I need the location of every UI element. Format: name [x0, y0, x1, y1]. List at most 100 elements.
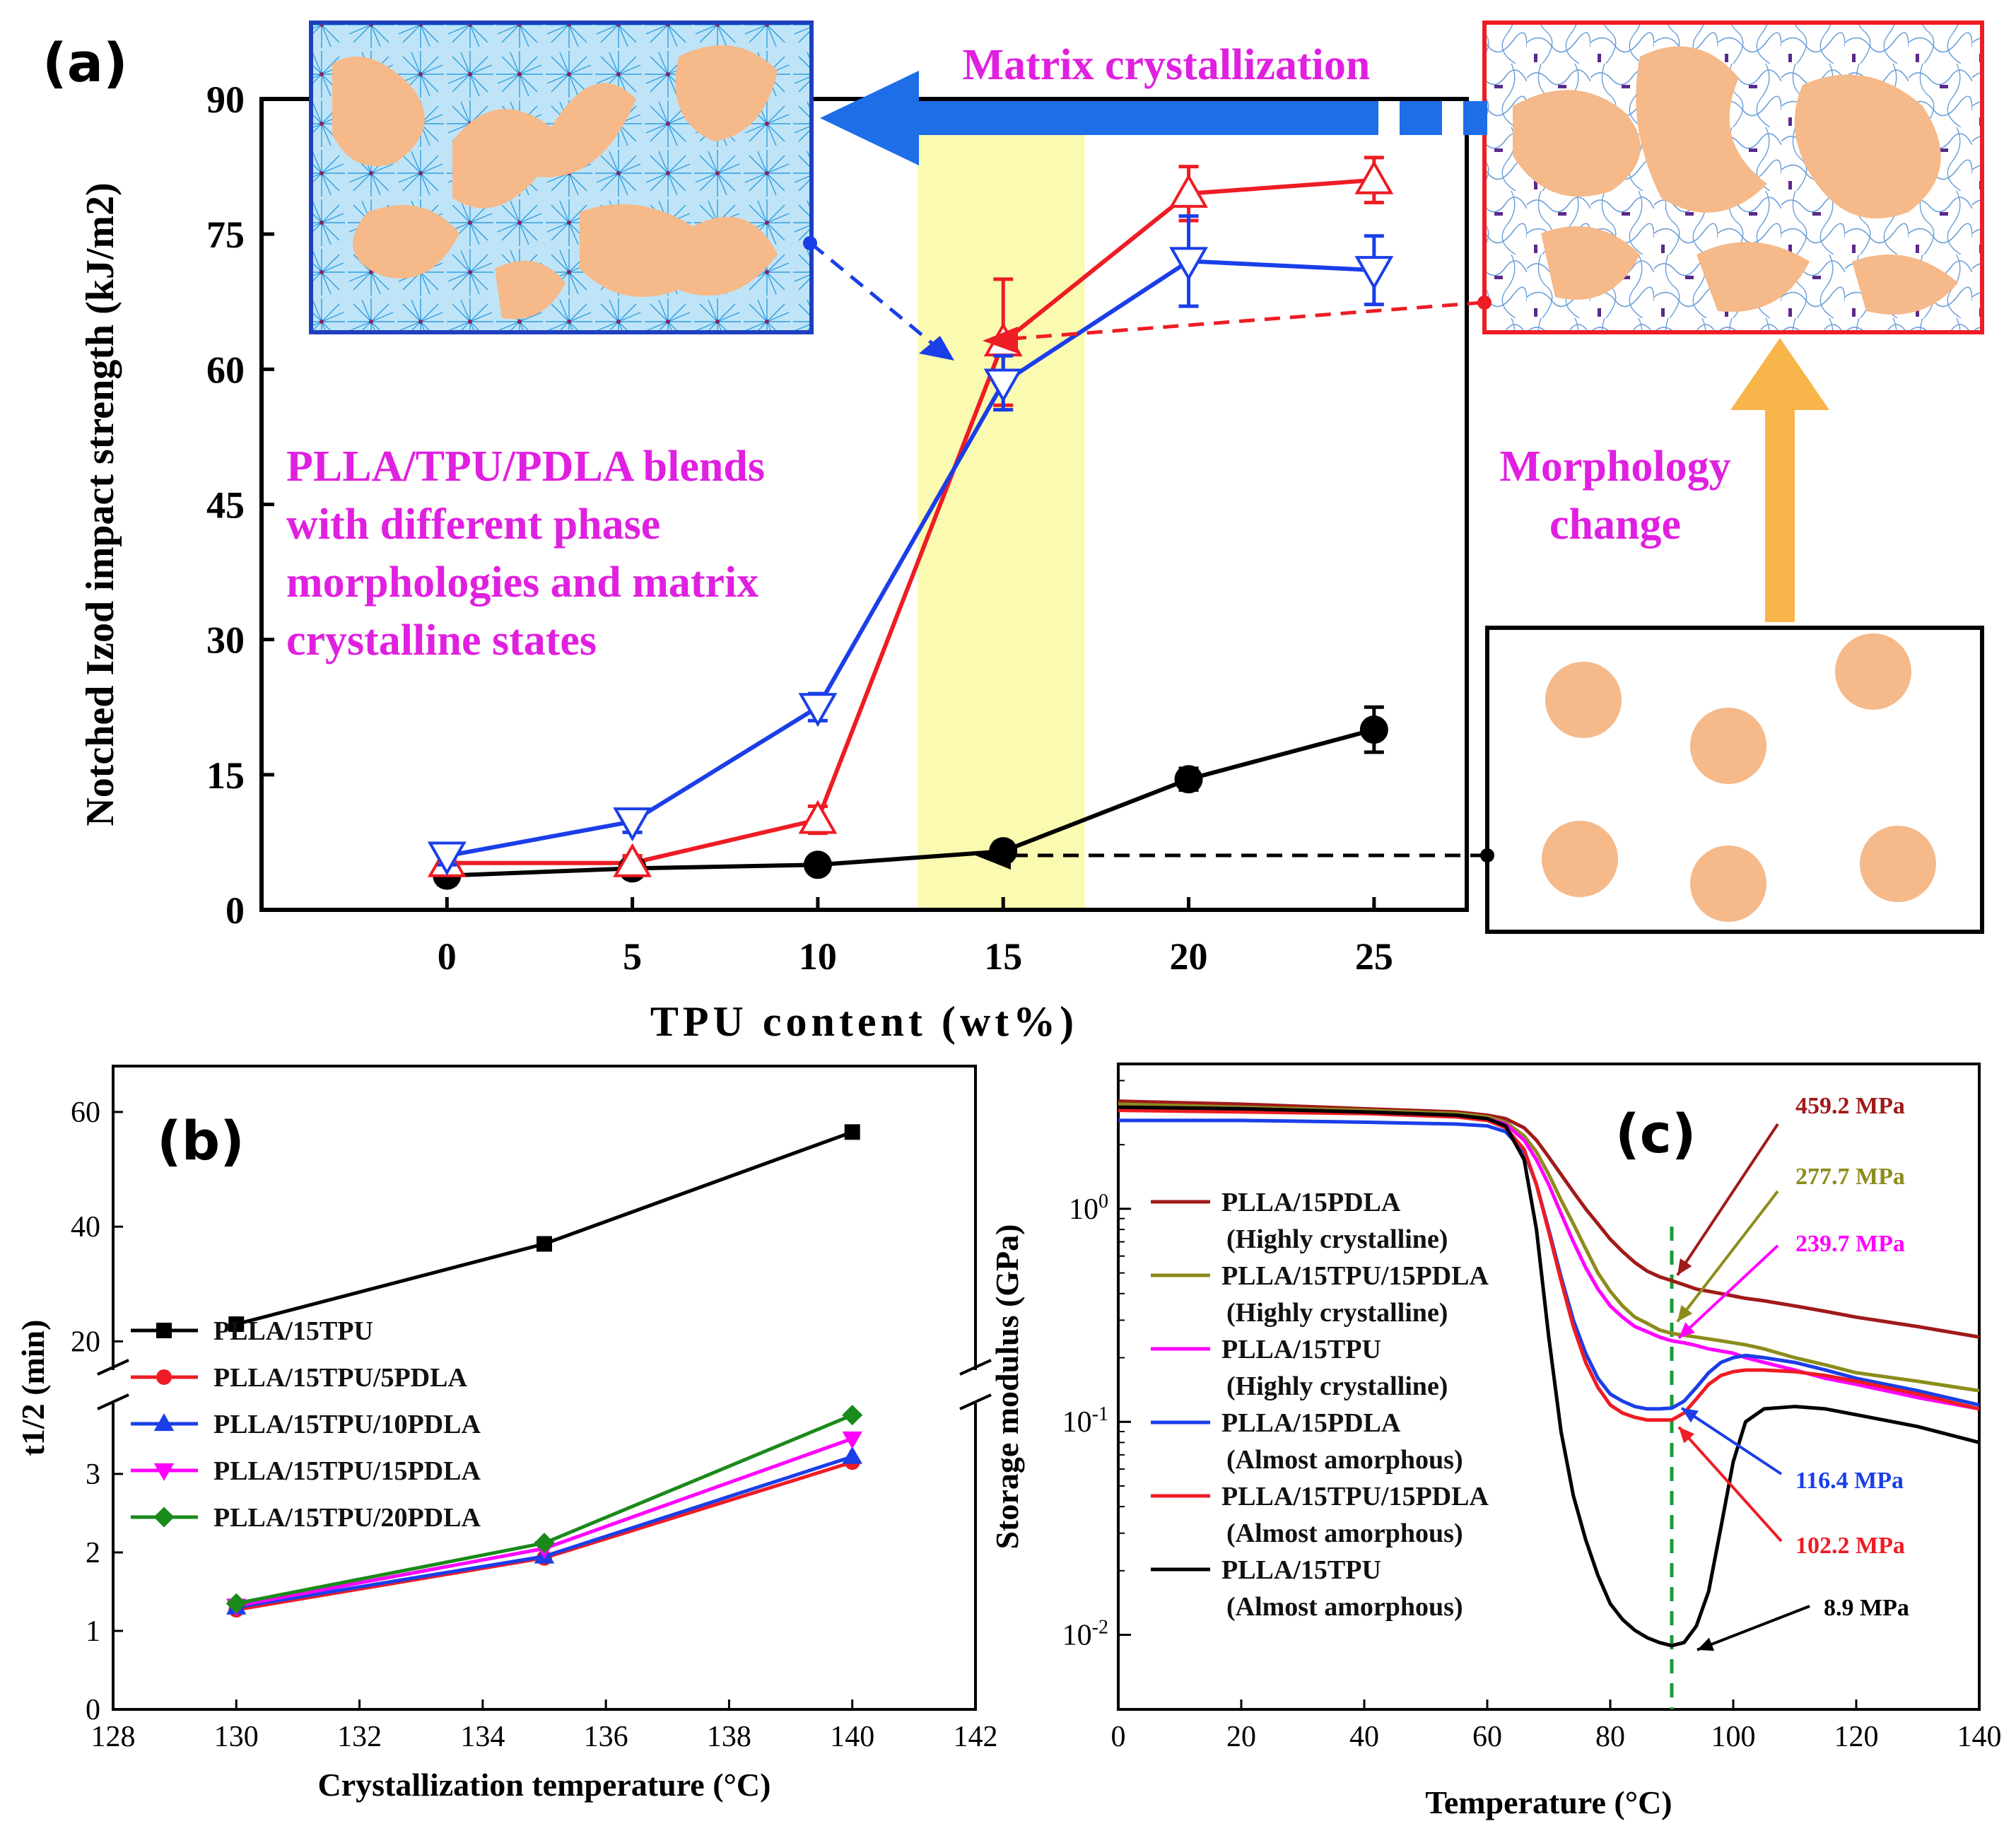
legend-marker [153, 1413, 175, 1432]
tpu-phase-blob [580, 204, 778, 297]
tpu-phase-blob [1636, 46, 1767, 213]
tpu-droplet [1542, 821, 1618, 897]
tpu-phase-blob [1852, 255, 1958, 315]
connector-arrowhead [919, 336, 954, 361]
data-point-black [1174, 765, 1203, 794]
y-axis-title: t1/2 (min) [15, 1320, 51, 1456]
x-tick-label: 142 [954, 1721, 998, 1753]
y-tick-label: 1 [86, 1615, 100, 1648]
x-tick-label: 10 [799, 935, 837, 978]
annotation-arrowhead [1679, 1322, 1695, 1338]
series-line [235, 1130, 853, 1326]
connector-red [1003, 300, 1484, 341]
x-tick-label: 128 [91, 1721, 136, 1753]
x-tick-label: 25 [1355, 935, 1393, 978]
panel-label-b: (b) [157, 1109, 245, 1172]
x-tick-label: 140 [1957, 1721, 2002, 1753]
x-tick-label: 5 [623, 935, 642, 978]
modulus-annotation: 8.9 MPa [1824, 1595, 1909, 1621]
modulus-annotation: 102.2 MPa [1795, 1533, 1905, 1559]
tpu-droplet [1860, 826, 1936, 902]
x-tick-label: 15 [984, 935, 1022, 978]
annotation-arrowhead [1682, 1408, 1699, 1423]
morphology-arrow-head [1730, 338, 1829, 410]
blend-note-line: crystalline states [286, 616, 597, 665]
connector-dot [1480, 848, 1494, 862]
x-tick-label: 20 [1226, 1721, 1256, 1753]
annotation-arrow [1696, 1605, 1810, 1651]
legend-label: PLLA/15TPU/20PDLA [213, 1503, 481, 1533]
annotation-arrowhead [1677, 1258, 1692, 1275]
series-line-black [447, 727, 1375, 878]
data-point-blue [613, 807, 652, 842]
data-point [534, 1533, 555, 1554]
legend-label: PLLA/15TPU [1221, 1555, 1381, 1585]
tpu-phase-blob [675, 45, 778, 141]
data-point-blue [983, 368, 1023, 403]
annotation-arrow [1680, 1407, 1783, 1475]
tpu-phase-blob [332, 57, 425, 166]
connector-dot [803, 236, 817, 250]
connector-arrowhead [975, 841, 1011, 870]
modulus-curve [1118, 1105, 1980, 1648]
legend-label: PLLA/15TPU [1221, 1335, 1381, 1364]
tpu-phase-blob [495, 260, 565, 320]
legend-note: (Almost amorphous) [1226, 1519, 1463, 1548]
blend-note-line: morphologies and matrix [286, 558, 758, 607]
panel-c: 0 20 40 60 80 100 120 140 10-2 10-1 100 Temperature… [989, 1063, 2002, 1820]
tpu-droplet [1545, 662, 1622, 738]
annotation-arrow [1677, 1426, 1783, 1543]
y-tick-label: 0 [225, 889, 245, 932]
x-tick-label: 130 [214, 1721, 259, 1753]
legend-label: PLLA/15TPU/5PDLA [213, 1363, 467, 1393]
tpu-phase-blob [1696, 242, 1810, 312]
data-point [842, 1431, 862, 1449]
tpu-phase-blob [452, 83, 636, 209]
data-point-red [613, 843, 652, 877]
legend-label: PLLA/15PDLA [1221, 1408, 1401, 1438]
modulus-annotation: 239.7 MPa [1795, 1231, 1905, 1257]
series-line-blue [446, 259, 1374, 858]
axis-break-mark [959, 1359, 992, 1376]
tpu-droplet [1690, 846, 1766, 922]
crystallization-arrow-dash [1400, 101, 1442, 135]
y-tick-label: 45 [206, 484, 245, 527]
data-point [225, 1593, 247, 1614]
data-point-red [1354, 160, 1394, 194]
x-tick-label: 120 [1834, 1721, 1879, 1753]
plot-frame-b-upper [112, 1065, 977, 1370]
y-tick-label: 2 [86, 1537, 100, 1569]
data-point [842, 1446, 862, 1464]
series-line-red [447, 177, 1375, 865]
panel-label-a: (a) [42, 31, 128, 94]
y-tick-label: 75 [206, 213, 245, 256]
connector-dot [1477, 296, 1492, 310]
legend-label: PLLA/15TPU [213, 1316, 373, 1346]
axis-break-mark [97, 1393, 129, 1410]
x-axis-title: Crystallization temperature (°C) [318, 1767, 771, 1803]
x-tick-label: 20 [1170, 935, 1208, 978]
x-tick-label: 60 [1472, 1721, 1502, 1753]
legend-marker [153, 1507, 175, 1528]
annotation-arrow [1676, 1123, 1779, 1276]
tpu-droplet [1690, 708, 1766, 784]
y-axis-title: Notched Izod impact strength (kJ/m2) [78, 182, 122, 826]
data-point-black [1359, 715, 1388, 744]
y-axis-title: Storage modulus (GPa) [989, 1224, 1025, 1550]
y-tick-label: 90 [206, 78, 245, 121]
plot-frame-c [1117, 1063, 1981, 1711]
annotation-arrow [1676, 1190, 1779, 1323]
morphology-note-line: Morphology [1499, 443, 1730, 491]
data-point-blue [1169, 247, 1208, 281]
y-tick-label: 60 [206, 349, 245, 391]
panel-a: 0 15 30 45 60 75 90 0 5 10 15 20 25 TPU content (wt%)… [42, 21, 1984, 1045]
plot-frame-b-lower [112, 1403, 977, 1711]
morphology-note-line: change [1549, 501, 1681, 549]
highlight-band [918, 127, 1085, 910]
legend-note: (Highly crystalline) [1226, 1224, 1448, 1254]
x-tick-label: 136 [584, 1721, 628, 1753]
panel-label-c: (c) [1615, 1102, 1696, 1165]
data-point-blue [1354, 256, 1394, 291]
y-tick-label: 20 [71, 1326, 100, 1358]
